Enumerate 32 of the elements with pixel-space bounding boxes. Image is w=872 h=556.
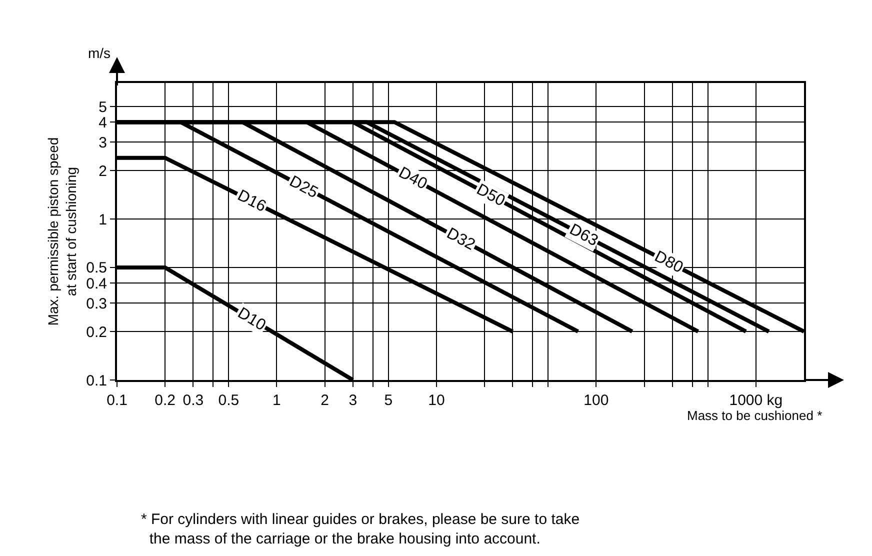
x-tick-label: 1 — [272, 392, 281, 409]
x-axis-title: Mass to be cushioned * — [687, 408, 822, 423]
text: m/s — [88, 45, 111, 61]
text: * For cylinders with linear guides or brakes, please be sure to take the mass of the carriage or the brake housing into account. — [141, 511, 580, 548]
y-tick-label: 3 — [98, 134, 107, 152]
text: D16 — [234, 187, 269, 216]
y-tick-label: 5 — [98, 98, 107, 116]
x-tick-label: 0.5 — [218, 392, 240, 409]
y-tick-label: 2 — [98, 162, 107, 180]
y-tick-label: 0.2 — [86, 324, 107, 341]
x-tick-label: 10 — [428, 392, 445, 409]
y-axis-title: Max. permissible piston speed at start of cushioning — [45, 137, 80, 326]
x-tick-label: 5 — [384, 392, 393, 409]
text: D32 — [444, 225, 478, 254]
text: D80 — [652, 248, 686, 277]
x-tick-label: 100 — [584, 392, 609, 409]
y-tick-label: 0.3 — [86, 295, 107, 312]
x-tick-label: 0.3 — [182, 392, 204, 409]
x-tick-label: 2 — [320, 392, 329, 409]
text: D10 — [234, 304, 269, 334]
y-tick-label: 1 — [98, 211, 107, 228]
y-tick-label: 0.1 — [86, 372, 107, 390]
y-tick-label: 0.5 — [86, 260, 107, 277]
text: D50 — [474, 181, 508, 210]
x-tick-label: 0.2 — [154, 392, 176, 409]
x-tick-label: 1000 kg — [729, 392, 783, 409]
x-tick-label: 3 — [348, 392, 358, 409]
text: D40 — [396, 164, 430, 194]
text: D25 — [286, 173, 321, 202]
text: D63 — [566, 221, 601, 250]
y-tick-label: 0.4 — [86, 275, 107, 292]
y-tick-label: 4 — [98, 114, 107, 132]
